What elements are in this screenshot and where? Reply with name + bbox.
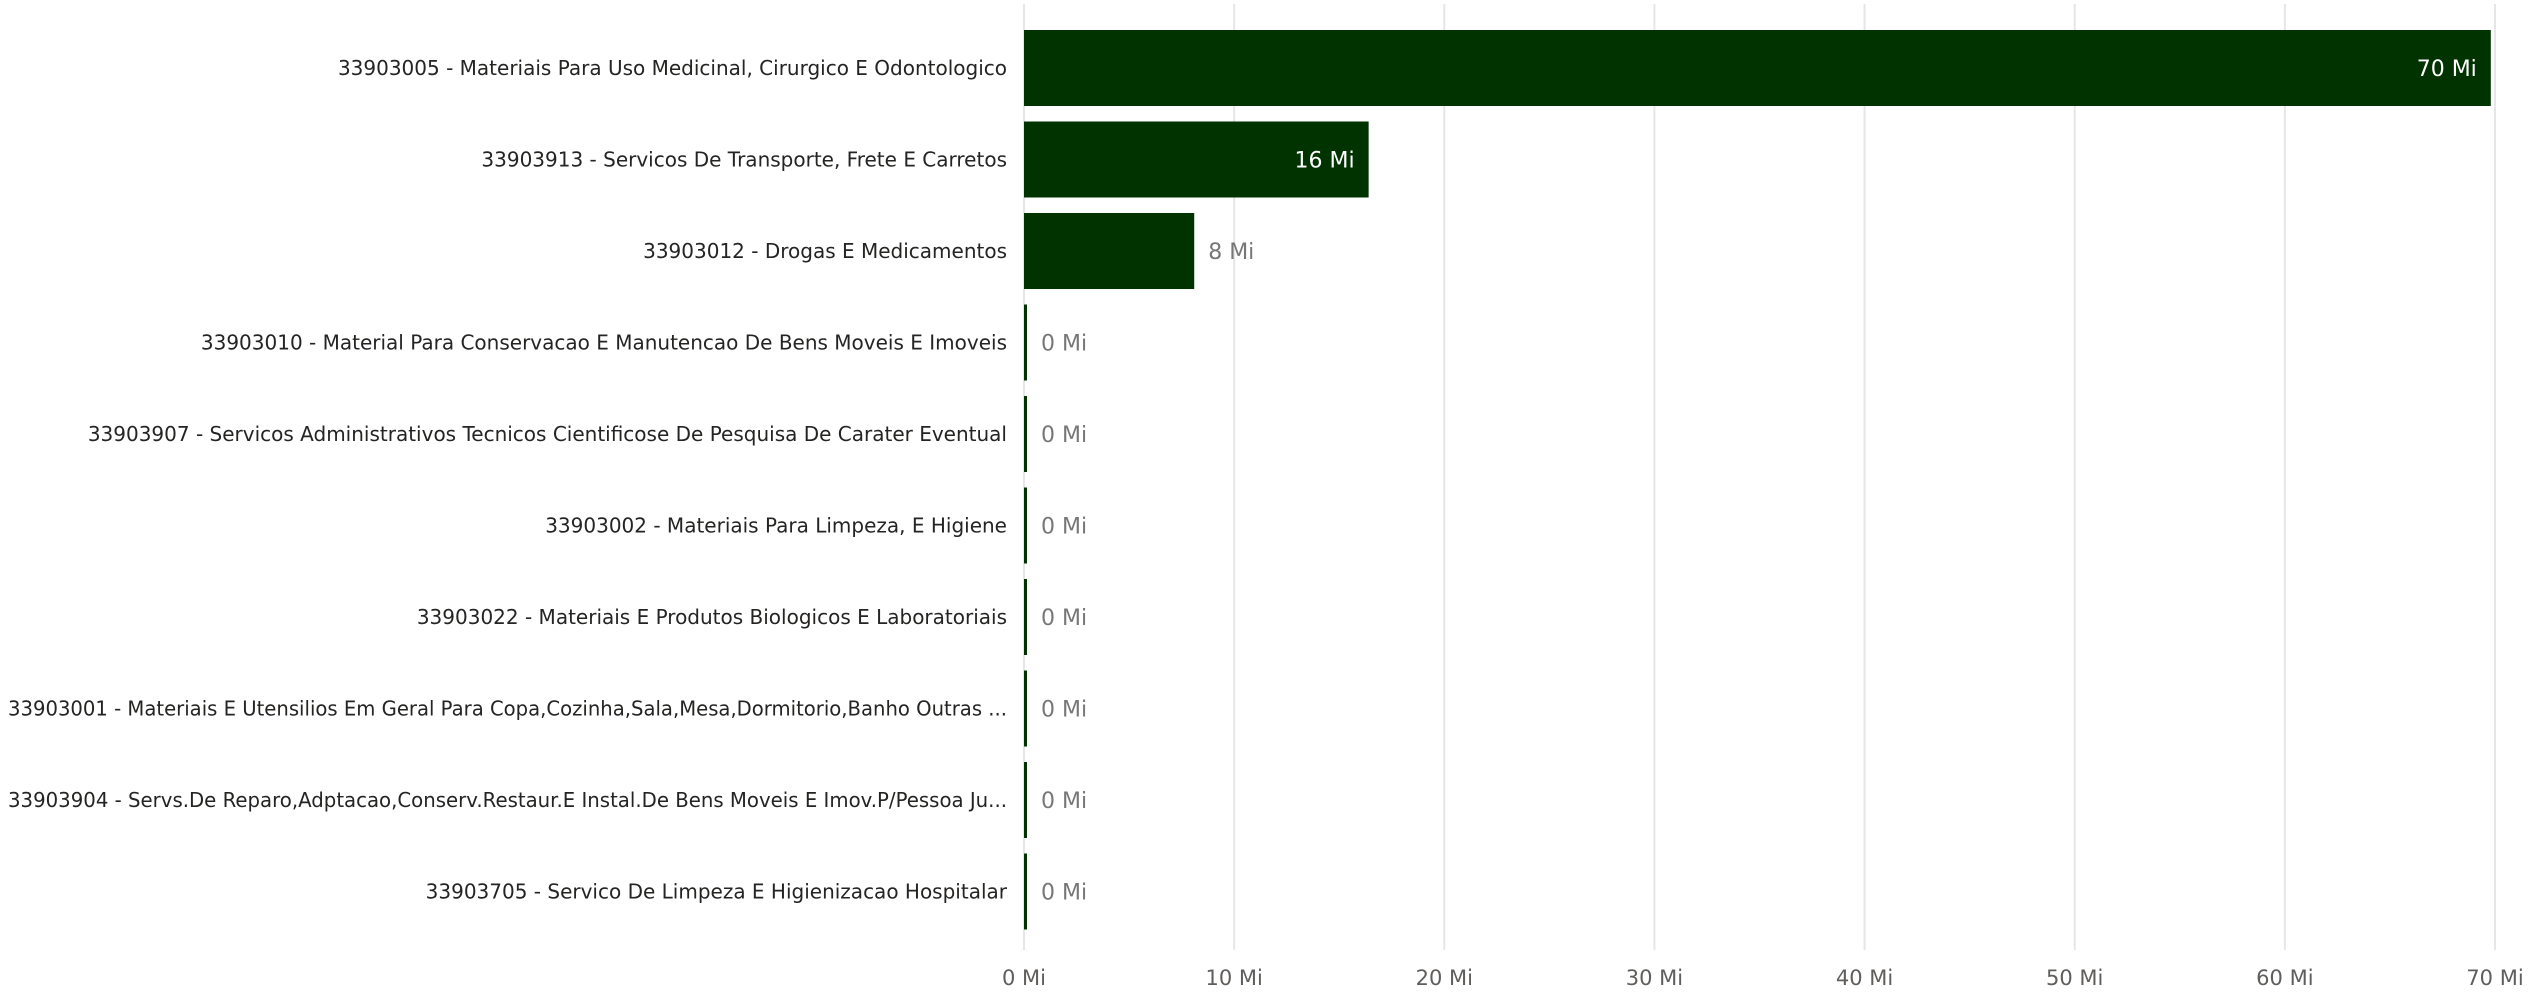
bar[interactable] <box>1024 304 1027 381</box>
category-label: 33903010 - Material Para Conservacao E M… <box>201 331 1007 355</box>
bar[interactable] <box>1024 579 1027 655</box>
bar[interactable] <box>1024 670 1027 747</box>
category-label: 33903022 - Materiais E Produtos Biologic… <box>417 605 1007 629</box>
data-label: 16 Mi <box>1295 149 1355 174</box>
category-label: 33903001 - Materiais E Utensilios Em Ger… <box>8 697 1007 721</box>
x-axis-tick-labels: 0 Mi 10 Mi 20 Mi 30 Mi 40 Mi 50 Mi 60 Mi 70 Mi <box>1002 966 2524 990</box>
category-label: 33903002 - Materiais Para Limpeza, E Hig… <box>545 514 1007 538</box>
data-label: 0 Mi <box>1041 515 1087 540</box>
x-tick-label: 0 Mi <box>1002 966 1046 990</box>
x-tick-label: 50 Mi <box>2046 966 2103 990</box>
x-tick-label: 20 Mi <box>1416 966 1473 990</box>
data-label: 0 Mi <box>1041 789 1087 814</box>
bar[interactable] <box>1024 121 1369 198</box>
bars <box>1024 30 2491 930</box>
data-label: 0 Mi <box>1041 698 1087 723</box>
x-tick-label: 30 Mi <box>1626 966 1683 990</box>
category-label: 33903904 - Servs.De Reparo,Adptacao,Cons… <box>8 788 1007 812</box>
data-label: 0 Mi <box>1041 332 1087 357</box>
data-label: 0 Mi <box>1041 423 1087 448</box>
category-label: 33903705 - Servico De Limpeza E Higieniz… <box>426 880 1008 904</box>
bar[interactable] <box>1024 853 1027 930</box>
bar[interactable] <box>1024 487 1027 564</box>
category-label: 33903913 - Servicos De Transporte, Frete… <box>481 148 1007 172</box>
category-label: 33903012 - Drogas E Medicamentos <box>643 239 1007 263</box>
x-tick-label: 10 Mi <box>1205 966 1262 990</box>
data-label: 0 Mi <box>1041 606 1087 631</box>
category-label: 33903005 - Materiais Para Uso Medicinal,… <box>338 56 1007 80</box>
data-label: 70 Mi <box>2417 57 2477 82</box>
category-label: 33903907 - Servicos Administrativos Tecn… <box>88 422 1007 446</box>
bar[interactable] <box>1024 762 1027 838</box>
bar[interactable] <box>1024 30 2491 106</box>
x-tick-label: 60 Mi <box>2256 966 2313 990</box>
bar[interactable] <box>1024 396 1027 472</box>
data-label: 8 Mi <box>1208 240 1254 265</box>
data-label: 0 Mi <box>1041 881 1087 906</box>
data-labels: 70 Mi 16 Mi 8 Mi 0 Mi 0 Mi 0 Mi 0 Mi 0 Mi 0 Mi 0 … <box>1041 57 2477 906</box>
x-tick-label: 70 Mi <box>2466 966 2523 990</box>
category-labels: 33903005 - Materiais Para Uso Medicinal,… <box>8 56 1008 904</box>
x-tick-label: 40 Mi <box>1836 966 1893 990</box>
bar[interactable] <box>1024 213 1195 289</box>
